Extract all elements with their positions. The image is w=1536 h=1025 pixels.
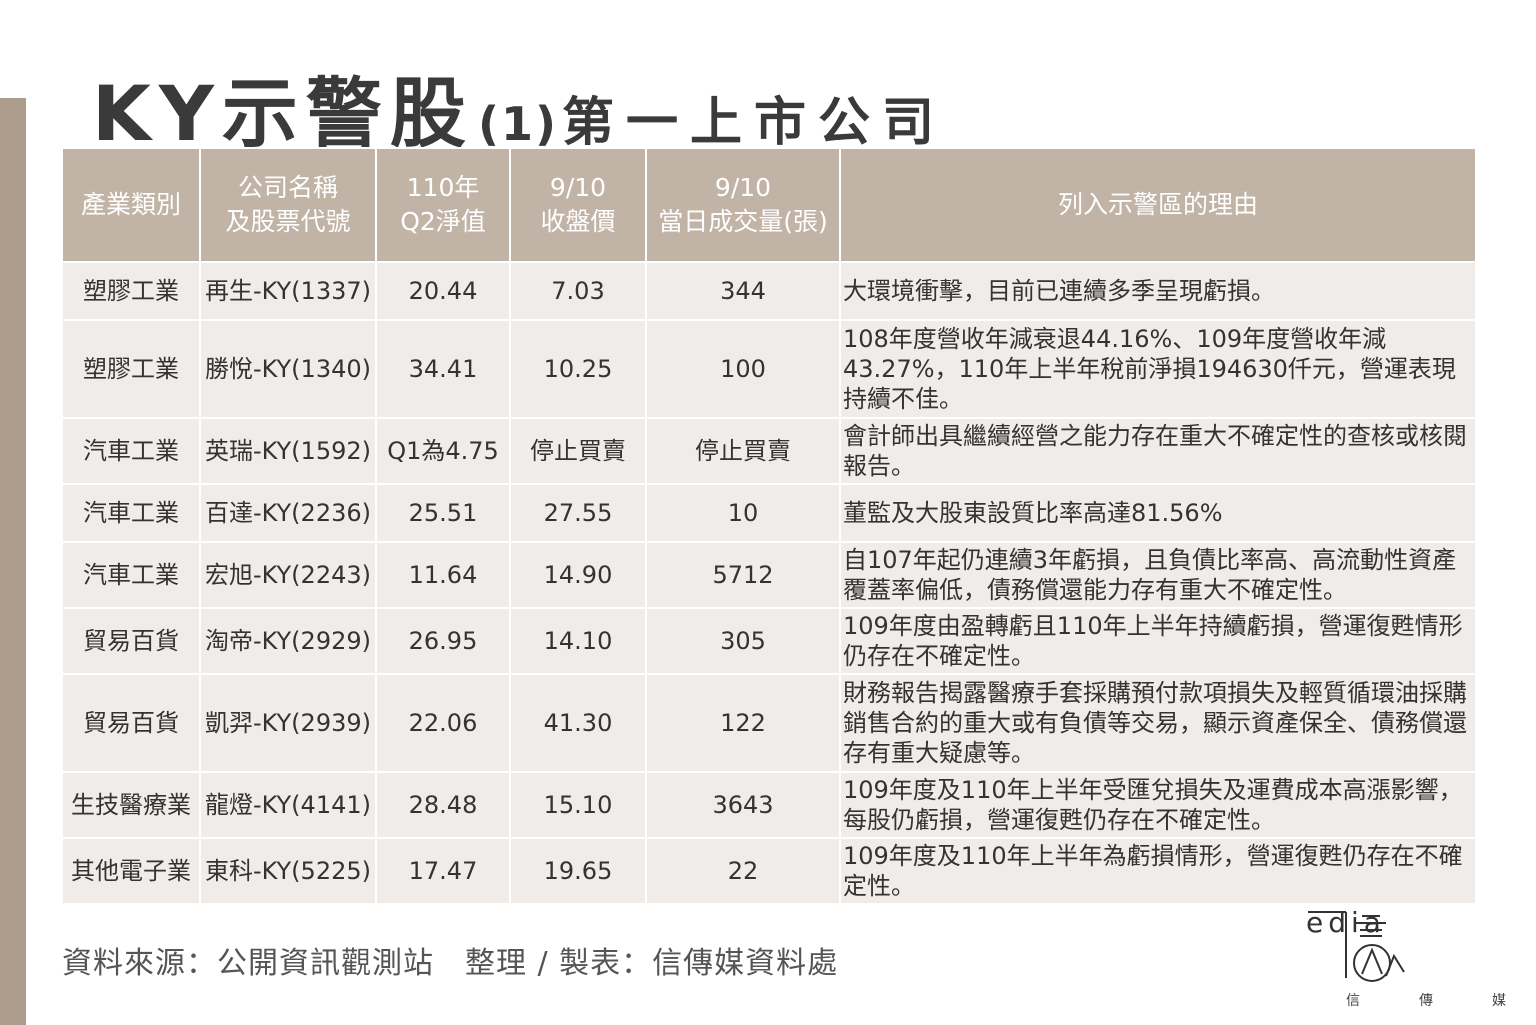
cell-volume: 305 — [645, 607, 841, 675]
cell-volume: 停止買賣 — [645, 417, 841, 485]
table-row: 塑膠工業 再生-KY(1337) 20.44 7.03 344 大環境衝擊，目前… — [61, 261, 1477, 321]
cell-reason: 大環境衝擊，目前已連續多季呈現虧損。 — [839, 261, 1477, 321]
media-logo-icon — [1308, 911, 1405, 982]
cell-nav: 11.64 — [375, 541, 511, 609]
ky-warning-table: 產業類別 公司名稱 及股票代號 110年 Q2淨值 9/10 收盤價 9/10 … — [61, 147, 1477, 905]
header-volume: 9/10 當日成交量(張) — [645, 147, 841, 263]
cell-nav: 34.41 — [375, 319, 511, 419]
cell-nav: 25.51 — [375, 483, 511, 543]
logo-wordmark: edia — [1306, 906, 1386, 939]
table-row: 貿易百貨 凱羿-KY(2939) 22.06 41.30 122 財務報告揭露醫… — [61, 673, 1477, 773]
source-note: 資料來源：公開資訊觀測站 整理 / 製表：信傳媒資料處 — [62, 946, 839, 981]
cell-reason: 109年度由盈轉虧且110年上半年持續虧損，營運復甦情形仍存在不確定性。 — [839, 607, 1477, 675]
cell-close: 41.30 — [509, 673, 647, 773]
cell-reason: 財務報告揭露醫療手套採購預付款項損失及輕質循環油採購銷售合約的重大或有負債等交易… — [839, 673, 1477, 773]
cell-nav: 17.47 — [375, 837, 511, 905]
header-company: 公司名稱 及股票代號 — [199, 147, 377, 263]
title-part-number: (1) — [477, 97, 558, 151]
cell-close: 14.10 — [509, 607, 647, 675]
header-reason: 列入示警區的理由 — [839, 147, 1477, 263]
table-header-row: 產業類別 公司名稱 及股票代號 110年 Q2淨值 9/10 收盤價 9/10 … — [61, 147, 1477, 263]
page-title: KY示警股 (1) 第一上市公司 — [92, 52, 947, 158]
cell-industry: 貿易百貨 — [61, 673, 201, 773]
cell-close: 19.65 — [509, 837, 647, 905]
logo-subtitle: 信 傳 媒 — [1346, 990, 1506, 1010]
cell-industry: 汽車工業 — [61, 483, 201, 543]
cell-volume: 122 — [645, 673, 841, 773]
cell-industry: 汽車工業 — [61, 541, 201, 609]
cell-nav: Q1為4.75 — [375, 417, 511, 485]
cell-industry: 其他電子業 — [61, 837, 201, 905]
cell-reason: 108年度營收年減衰退44.16%、109年度營收年減43.27%，110年上半… — [839, 319, 1477, 419]
cell-volume: 100 — [645, 319, 841, 419]
cell-close: 15.10 — [509, 771, 647, 839]
cell-close: 27.55 — [509, 483, 647, 543]
cell-company: 龍燈-KY(4141) — [199, 771, 377, 839]
side-accent-bar — [0, 98, 26, 1025]
cell-volume: 3643 — [645, 771, 841, 839]
cell-nav: 22.06 — [375, 673, 511, 773]
cell-close: 10.25 — [509, 319, 647, 419]
logo-char: 媒 — [1492, 993, 1506, 1009]
cell-reason: 董監及大股東設質比率高達81.56% — [839, 483, 1477, 543]
cell-close: 7.03 — [509, 261, 647, 321]
cell-nav: 26.95 — [375, 607, 511, 675]
header-close-price: 9/10 收盤價 — [509, 147, 647, 263]
logo-char: 傳 — [1419, 993, 1433, 1009]
cell-volume: 10 — [645, 483, 841, 543]
cell-reason: 自107年起仍連續3年虧損，且負債比率高、高流動性資產覆蓋率偏低，債務償還能力存… — [839, 541, 1477, 609]
cell-nav: 20.44 — [375, 261, 511, 321]
table-row: 塑膠工業 勝悅-KY(1340) 34.41 10.25 100 108年度營收… — [61, 319, 1477, 419]
cell-company: 勝悅-KY(1340) — [199, 319, 377, 419]
table-row: 汽車工業 百達-KY(2236) 25.51 27.55 10 董監及大股東設質… — [61, 483, 1477, 543]
cell-industry: 汽車工業 — [61, 417, 201, 485]
cell-industry: 塑膠工業 — [61, 261, 201, 321]
header-nav: 110年 Q2淨值 — [375, 147, 511, 263]
cell-company: 英瑞-KY(1592) — [199, 417, 377, 485]
cell-company: 百達-KY(2236) — [199, 483, 377, 543]
cell-reason: 109年度及110年上半年為虧損情形，營運復甦仍存在不確定性。 — [839, 837, 1477, 905]
header-industry: 產業類別 — [61, 147, 201, 263]
cell-reason: 109年度及110年上半年受匯兌損失及運費成本高漲影響，每股仍虧損，營運復甦仍存… — [839, 771, 1477, 839]
cell-company: 宏旭-KY(2243) — [199, 541, 377, 609]
cell-company: 再生-KY(1337) — [199, 261, 377, 321]
table-row: 汽車工業 宏旭-KY(2243) 11.64 14.90 5712 自107年起… — [61, 541, 1477, 609]
cell-reason: 會計師出具繼續經營之能力存在重大不確定性的查核或核閱報告。 — [839, 417, 1477, 485]
title-subtitle: 第一上市公司 — [562, 93, 947, 153]
table-row: 汽車工業 英瑞-KY(1592) Q1為4.75 停止買賣 停止買賣 會計師出具… — [61, 417, 1477, 485]
cell-industry: 塑膠工業 — [61, 319, 201, 419]
table-row: 貿易百貨 淘帝-KY(2929) 26.95 14.10 305 109年度由盈… — [61, 607, 1477, 675]
title-main: KY示警股 — [92, 69, 474, 158]
cell-volume: 5712 — [645, 541, 841, 609]
cell-company: 東科-KY(5225) — [199, 837, 377, 905]
cell-nav: 28.48 — [375, 771, 511, 839]
logo-char: 信 — [1346, 993, 1360, 1009]
cell-volume: 22 — [645, 837, 841, 905]
cell-volume: 344 — [645, 261, 841, 321]
table-row: 其他電子業 東科-KY(5225) 17.47 19.65 22 109年度及1… — [61, 837, 1477, 905]
cell-company: 凱羿-KY(2939) — [199, 673, 377, 773]
cell-company: 淘帝-KY(2929) — [199, 607, 377, 675]
table-row: 生技醫療業 龍燈-KY(4141) 28.48 15.10 3643 109年度… — [61, 771, 1477, 839]
cell-close: 停止買賣 — [509, 417, 647, 485]
cell-industry: 貿易百貨 — [61, 607, 201, 675]
cell-close: 14.90 — [509, 541, 647, 609]
cell-industry: 生技醫療業 — [61, 771, 201, 839]
